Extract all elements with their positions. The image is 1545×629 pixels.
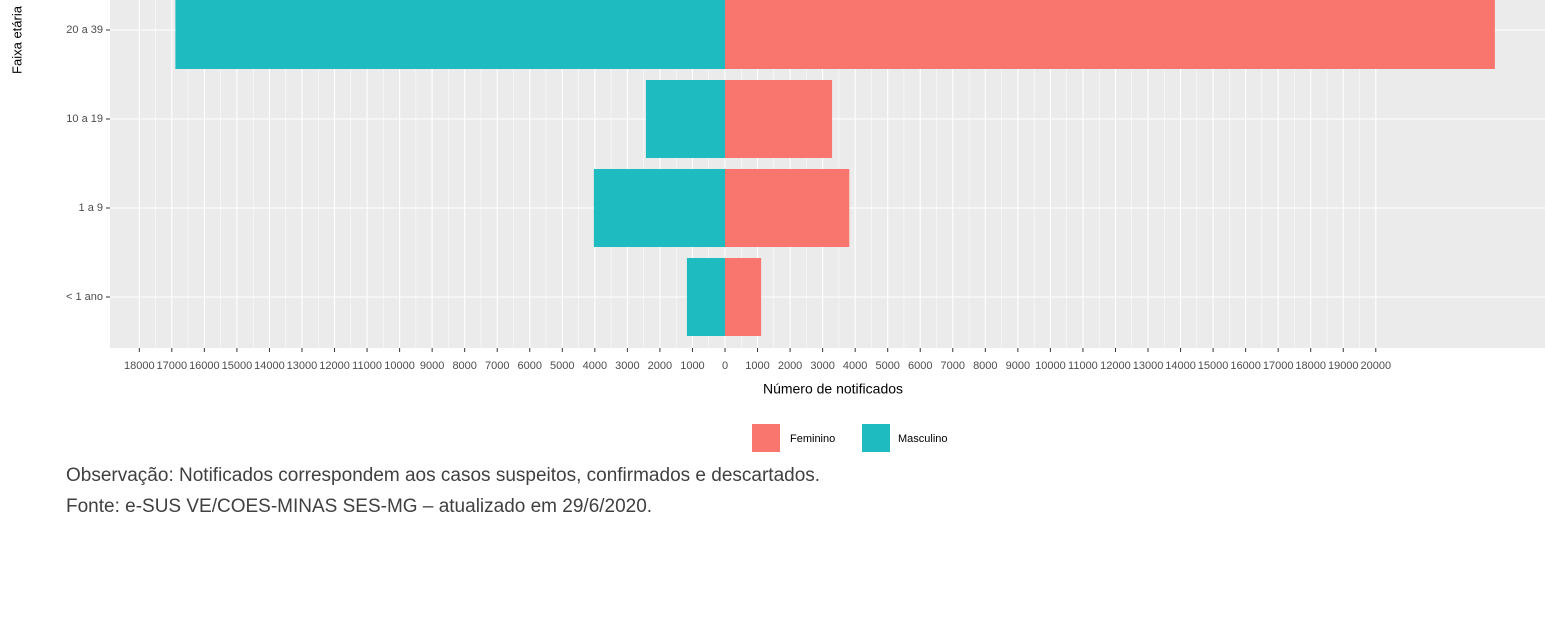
x-tick-label: 14000	[254, 360, 285, 372]
x-tick-label: 11000	[1068, 360, 1098, 372]
bar	[593, 169, 725, 247]
bar	[686, 258, 725, 336]
x-tick-label: 9000	[1006, 360, 1030, 372]
x-tick-label: 19000	[1328, 360, 1359, 372]
bar	[175, 0, 725, 69]
legend-swatch	[862, 424, 890, 452]
x-tick-label: 4000	[843, 360, 867, 372]
y-tick-label: 1 a 9	[79, 202, 103, 214]
note: Fonte: e-SUS VE/COES-MINAS SES-MG – atua…	[66, 496, 652, 517]
bar	[725, 169, 850, 247]
x-tick-label: 15000	[1198, 360, 1229, 372]
bar	[725, 0, 1495, 69]
x-tick-label: 5000	[875, 360, 899, 372]
x-tick-label: 3000	[615, 360, 639, 372]
x-tick-label: 12000	[1100, 360, 1131, 372]
y-tick-label: < 1 ano	[66, 291, 103, 303]
x-tick-label: 13000	[1133, 360, 1164, 372]
y-tick-label: 10 a 19	[66, 113, 103, 125]
x-tick-label: 2000	[778, 360, 802, 372]
bar	[725, 258, 762, 336]
legend-label: Feminino	[790, 433, 835, 445]
x-tick-label: 20000	[1360, 360, 1391, 372]
x-tick-label: 8000	[452, 360, 476, 372]
x-tick-label: 10000	[1035, 360, 1066, 372]
x-tick-label: 5000	[550, 360, 574, 372]
x-tick-label: 6000	[908, 360, 932, 372]
note: Observação: Notificados correspondem aos…	[66, 465, 820, 486]
x-tick-label: 10000	[384, 360, 415, 372]
x-tick-label: 18000	[1295, 360, 1326, 372]
x-tick-label: 8000	[973, 360, 997, 372]
x-tick-label: 0	[722, 360, 728, 372]
x-tick-label: 17000	[1263, 360, 1294, 372]
x-tick-label: 9000	[420, 360, 444, 372]
x-tick-label: 2000	[648, 360, 672, 372]
x-axis-title: Número de notificados	[763, 381, 903, 397]
x-tick-label: 1000	[680, 360, 704, 372]
bar	[645, 80, 725, 158]
x-tick-label: 11000	[352, 360, 382, 372]
x-tick-label: 15000	[222, 360, 253, 372]
x-tick-label: 12000	[319, 360, 350, 372]
x-tick-label: 16000	[1230, 360, 1261, 372]
x-tick-label: 1000	[745, 360, 769, 372]
x-tick-label: 7000	[485, 360, 509, 372]
axes: 18000 17000 16000 15000 14000 13000 12000 11000…	[66, 24, 1391, 372]
y-tick-label: 20 a 39	[66, 24, 103, 36]
x-tick-label: 6000	[518, 360, 542, 372]
x-tick-label: 13000	[287, 360, 318, 372]
x-tick-label: 7000	[941, 360, 965, 372]
y-axis-title: Faixa etária	[9, 5, 24, 74]
x-tick-label: 18000	[124, 360, 155, 372]
bar	[725, 80, 833, 158]
legend-label: Masculino	[898, 433, 948, 445]
bars	[175, 0, 1495, 336]
x-tick-label: 14000	[1165, 360, 1196, 372]
x-tick-label: 3000	[810, 360, 834, 372]
x-tick-label: 16000	[189, 360, 220, 372]
legend-swatch	[752, 424, 780, 452]
x-tick-label: 4000	[583, 360, 607, 372]
x-tick-label: 17000	[157, 360, 188, 372]
